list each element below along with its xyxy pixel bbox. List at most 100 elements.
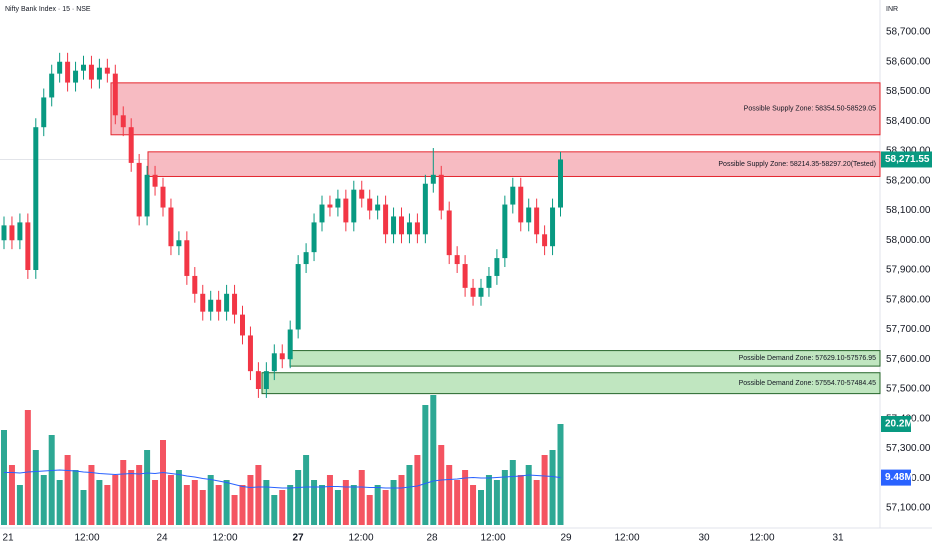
candle-body [120,115,126,128]
candle-body [216,299,222,312]
candle-body [112,73,118,116]
volume-bar [406,465,413,525]
x-tick-label: 27 [292,533,304,544]
volume-bar [239,485,246,525]
volume-bar [32,450,39,525]
candle-body [311,222,317,253]
candle-body [470,287,476,297]
candle-body [510,186,516,205]
candle-body [502,204,508,259]
candle-body [518,186,524,223]
volume-bar [485,475,492,525]
candle-body [454,255,460,265]
zone-label: Possible Demand Zone: 57554.70-57484.45 [739,380,876,387]
volume-bar [342,480,349,525]
volume-bar [438,445,445,525]
volume-bar [255,465,262,525]
candle-body [287,329,293,360]
volume-bar [390,480,397,525]
y-tick-label: 58,400.00 [886,116,931,127]
volume-bar [509,460,516,525]
volume-bar [398,475,405,525]
volume-bar [303,455,310,525]
volume-bar [501,470,508,525]
candle-body [152,174,158,187]
volume-bar [422,405,429,525]
volume-bar [533,480,540,525]
volume-bar [1,430,7,525]
candle-body [343,198,349,223]
volume-bar [40,475,47,525]
volume-bar [263,480,270,525]
candle-body [200,293,206,312]
chart-title: Nifty Bank Index · 15 · NSE [5,6,91,13]
candle-body [176,240,182,247]
x-tick-label: 30 [698,533,710,544]
candle-body [192,275,198,294]
candle-body [375,204,381,211]
volume-bar [525,465,532,525]
candle-body [359,189,365,199]
candle-body [1,225,7,241]
volume-bar [183,485,190,525]
volume-bar [16,485,23,525]
x-tick-label: 12:00 [212,533,237,544]
candle-body [247,335,253,372]
x-tick-label: 12:00 [480,533,505,544]
volume-bar [374,485,381,525]
y-tick-label: 58,300.00 [886,146,931,157]
candle-body [383,204,389,235]
candle-body [33,127,39,270]
candle-body [17,222,23,241]
candle-body [430,174,436,184]
candle-body [9,225,15,241]
volume-bar [311,480,318,525]
zone-label: Possible Supply Zone: 58354.50-58529.05 [744,106,876,113]
volume-bar [215,485,222,525]
y-tick-label: 57,700.00 [886,324,931,335]
candle-body [542,234,548,247]
candle-body [240,314,245,336]
volume-bar [120,460,127,525]
volume-bar [152,480,159,525]
volume-bar [112,475,119,525]
volume-bar [271,495,278,525]
x-tick-label: 29 [560,533,572,544]
volume-ma-badge [881,469,911,486]
candle-body [558,159,563,208]
volume-bar [326,475,333,525]
volume-bar [454,480,461,525]
volume-bar [167,475,174,525]
candle-body [438,174,444,211]
volume-bar [191,480,198,525]
candle-body [128,127,134,163]
volume-bar [80,490,87,525]
candle-body [88,64,94,80]
candle-body [446,210,452,256]
zone-label: Possible Demand Zone: 57629.10-57576.95 [739,355,876,362]
candle-body [414,222,420,235]
candle-body [399,216,404,235]
zone [110,82,881,136]
volume-bar [382,490,389,525]
volume-bar [199,490,206,525]
candle-body [303,252,309,265]
candle-body [41,97,47,128]
volume-bar [175,470,182,525]
zone-label: Possible Supply Zone: 58214.35-58297.20(… [718,161,876,168]
candle-body [422,183,428,235]
candle-body [335,198,341,208]
volume-bar [366,495,373,525]
y-tick-label: 57,800.00 [886,294,931,305]
volume-bar [88,465,95,525]
candle-body [327,204,333,208]
candle-body [65,61,71,83]
candle-body [73,70,79,83]
volume-bar [478,490,484,525]
volume-bar [462,470,469,525]
candle-body [526,207,532,223]
candle-body [279,353,285,360]
volume-bar [493,480,500,525]
volume-bar [446,465,453,525]
